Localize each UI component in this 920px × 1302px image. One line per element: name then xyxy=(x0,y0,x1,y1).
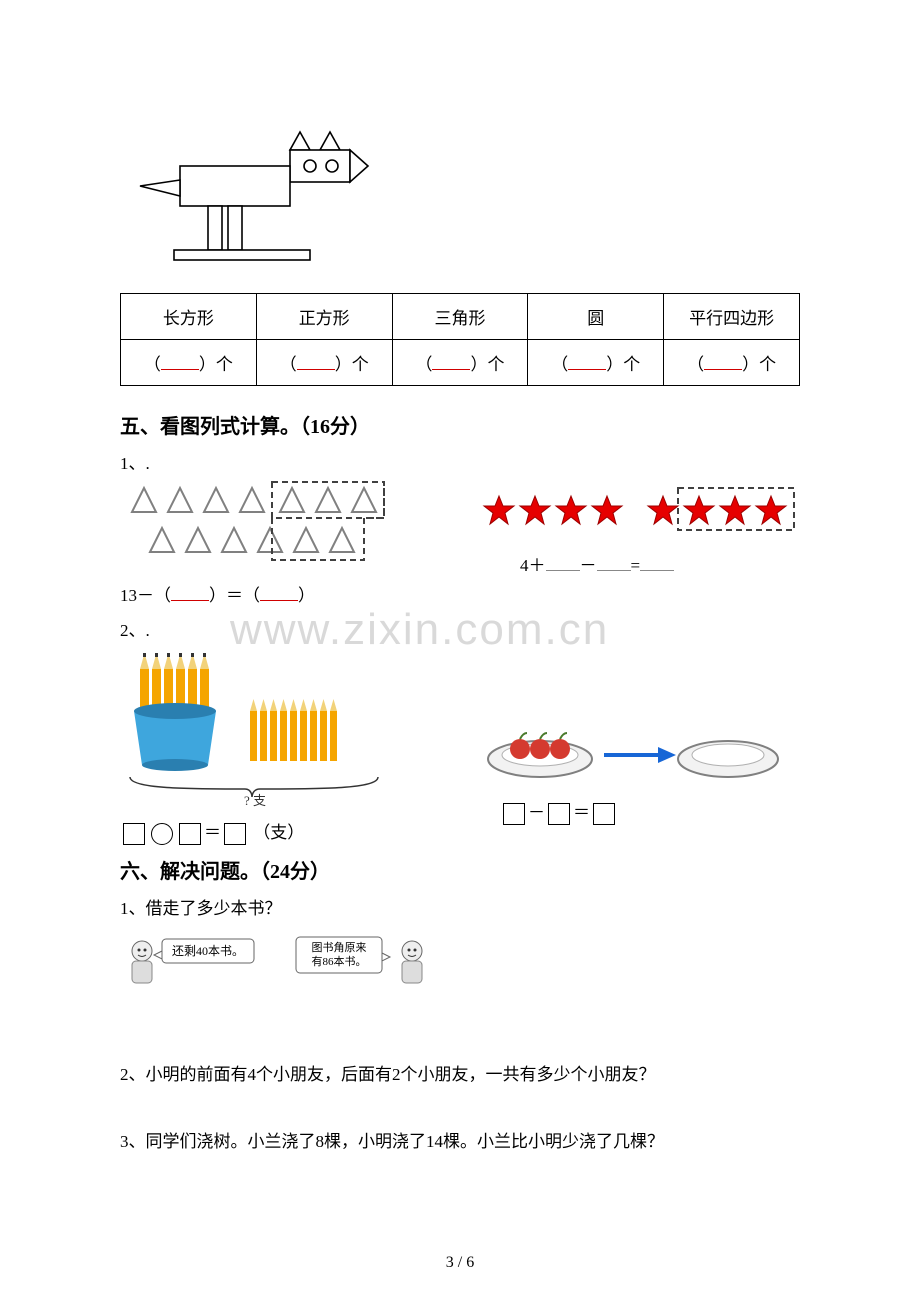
s6-q2: 2、小明的前面有4个小朋友，后面有2个小朋友，一共有多少个小朋友？ xyxy=(120,1060,800,1085)
section5-title: 五、看图列式计算。（16分） xyxy=(120,410,800,439)
shape-count-table: 长方形 正方形 三角形 圆 平行四边形 （）个 （）个 （）个 （）个 （）个 xyxy=(120,293,800,386)
apple-plates xyxy=(480,707,780,787)
cell-parallelogram: （）个 xyxy=(664,340,800,386)
cell-rect: （）个 xyxy=(121,340,257,386)
q1-right-eq: 4＋－= xyxy=(480,551,800,576)
pencil-label: ? 支 xyxy=(244,793,266,807)
th-parallelogram: 平行四边形 xyxy=(664,294,800,340)
svg-text:图书角原来: 图书角原来 xyxy=(312,941,367,954)
s6-q1: 1、借走了多少本书？ xyxy=(120,894,800,919)
s6-q3: 3、同学们浇树。小兰浇了8棵，小明浇了14棵。小兰比小明少浇了几棵？ xyxy=(120,1127,800,1152)
page-number: 3 / 6 xyxy=(0,1254,920,1272)
q2-left-eq: ＝ （支） xyxy=(120,818,440,845)
q1-label: 1、. xyxy=(120,449,800,474)
th-rect: 长方形 xyxy=(121,294,257,340)
pencil-cup: ? 支 xyxy=(120,647,390,807)
triangle-grid xyxy=(120,480,390,570)
svg-text:还剩40本书。: 还剩40本书。 xyxy=(172,944,244,958)
dog-figure xyxy=(120,120,380,270)
cell-triangle: （）个 xyxy=(392,340,528,386)
cell-square: （）个 xyxy=(256,340,392,386)
q1-left-eq: 13－（）＝（） xyxy=(120,581,440,606)
th-circle: 圆 xyxy=(528,294,664,340)
q2-right-eq: －＝ xyxy=(480,798,800,825)
star-row xyxy=(480,480,800,540)
section6-title: 六、解决问题。（24分） xyxy=(120,855,800,884)
th-triangle: 三角形 xyxy=(392,294,528,340)
s6-q1-figure: 还剩40本书。 图书角原来 有86本书。 xyxy=(120,931,450,991)
svg-text:有86本书。: 有86本书。 xyxy=(312,954,367,968)
cell-circle: （）个 xyxy=(528,340,664,386)
th-square: 正方形 xyxy=(256,294,392,340)
